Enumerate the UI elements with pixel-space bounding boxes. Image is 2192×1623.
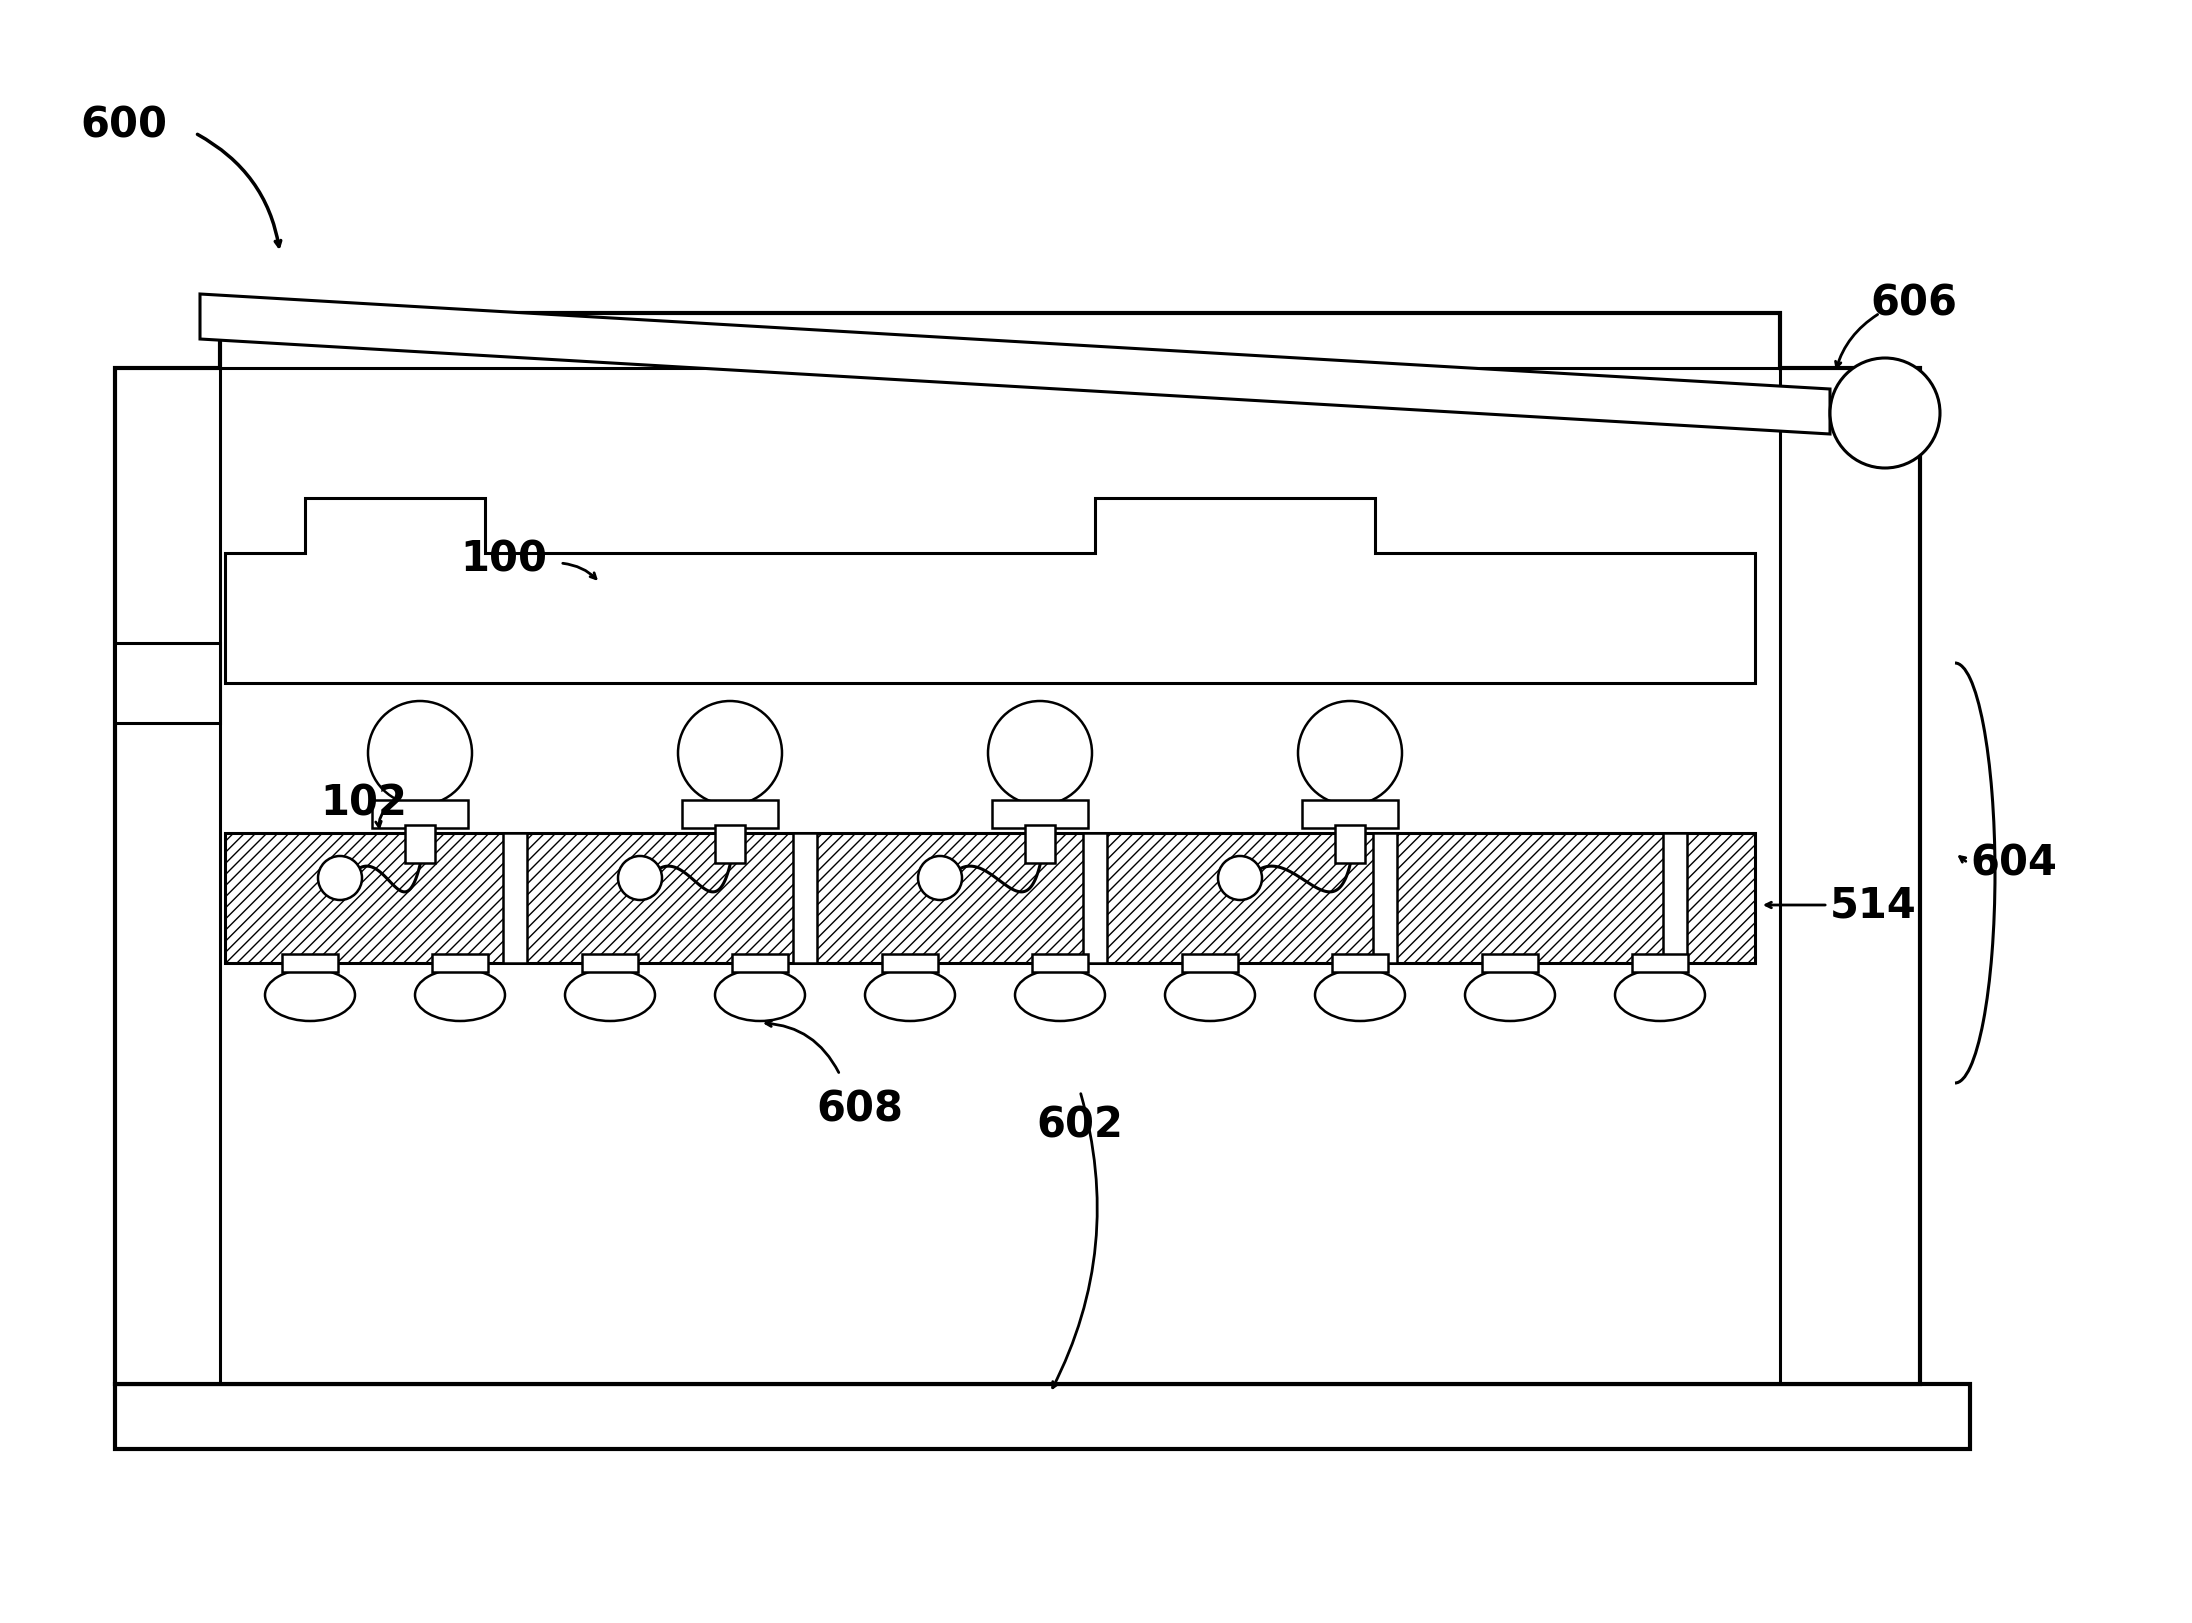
Polygon shape [283, 954, 338, 972]
Polygon shape [1026, 826, 1054, 863]
Text: 602: 602 [1037, 1104, 1124, 1146]
Polygon shape [1333, 954, 1388, 972]
Polygon shape [114, 1384, 1971, 1449]
Circle shape [368, 701, 471, 805]
Text: 100: 100 [460, 537, 548, 579]
Polygon shape [1335, 826, 1366, 863]
Polygon shape [432, 954, 489, 972]
Text: 604: 604 [1971, 842, 2056, 885]
Ellipse shape [1164, 969, 1256, 1021]
Circle shape [1830, 359, 1940, 469]
Ellipse shape [414, 969, 504, 1021]
Polygon shape [794, 834, 818, 964]
Polygon shape [406, 826, 434, 863]
Polygon shape [1083, 834, 1107, 964]
Polygon shape [114, 644, 219, 724]
Polygon shape [732, 954, 787, 972]
Circle shape [677, 701, 783, 805]
Polygon shape [715, 826, 745, 863]
Polygon shape [583, 954, 638, 972]
Polygon shape [881, 954, 938, 972]
Polygon shape [1181, 954, 1238, 972]
Polygon shape [682, 800, 778, 828]
Text: 600: 600 [79, 104, 167, 146]
Ellipse shape [866, 969, 956, 1021]
Ellipse shape [1464, 969, 1554, 1021]
Circle shape [1298, 701, 1403, 805]
Circle shape [318, 857, 362, 901]
Text: 514: 514 [1830, 885, 1916, 927]
Ellipse shape [715, 969, 804, 1021]
Polygon shape [1633, 954, 1688, 972]
Circle shape [618, 857, 662, 901]
Circle shape [1219, 857, 1263, 901]
Ellipse shape [1315, 969, 1405, 1021]
Ellipse shape [566, 969, 655, 1021]
Text: 608: 608 [815, 1089, 903, 1130]
Polygon shape [502, 834, 526, 964]
Ellipse shape [1616, 969, 1705, 1021]
Ellipse shape [265, 969, 355, 1021]
Polygon shape [1372, 834, 1396, 964]
Ellipse shape [1015, 969, 1105, 1021]
Polygon shape [1482, 954, 1539, 972]
Polygon shape [114, 313, 1920, 1384]
Text: 606: 606 [1870, 282, 1957, 325]
Polygon shape [993, 800, 1087, 828]
Circle shape [918, 857, 962, 901]
Polygon shape [226, 498, 1756, 683]
Circle shape [989, 701, 1092, 805]
Text: 102: 102 [320, 782, 408, 824]
Polygon shape [373, 800, 469, 828]
Polygon shape [199, 295, 1830, 435]
Polygon shape [1302, 800, 1398, 828]
Polygon shape [1664, 834, 1688, 964]
Polygon shape [226, 834, 1756, 964]
Polygon shape [1032, 954, 1087, 972]
